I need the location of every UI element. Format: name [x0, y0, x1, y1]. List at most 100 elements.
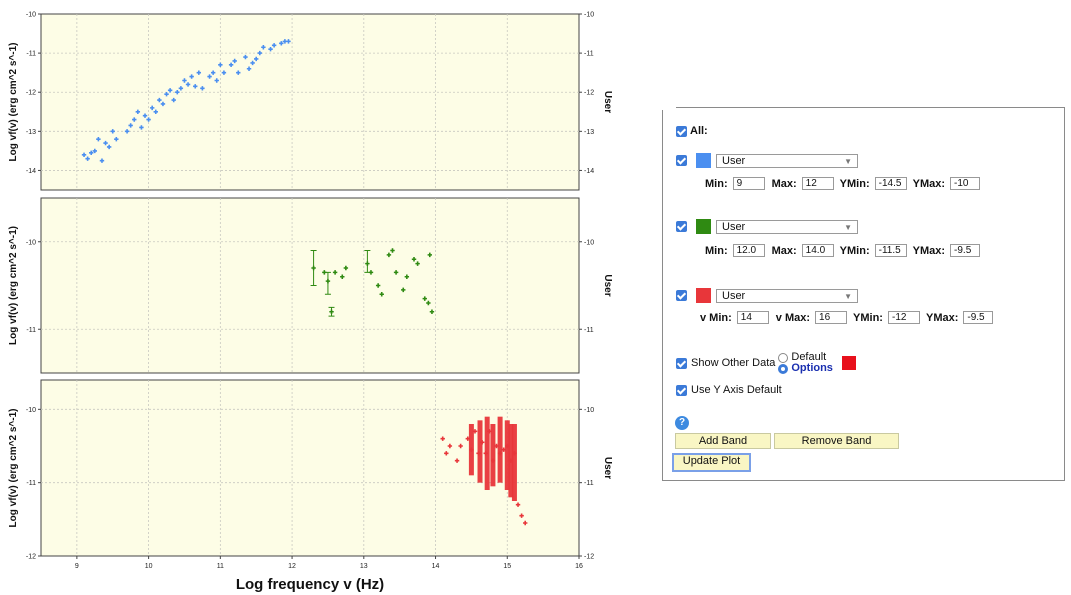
use-y-default-checkbox[interactable]	[676, 384, 687, 396]
x-tick-label: 10	[145, 563, 153, 570]
x-axis-label: Log frequency v (Hz)	[236, 576, 384, 593]
radio-options-label: Options	[791, 362, 833, 374]
right-axis-label: User	[602, 274, 613, 296]
add-band-button[interactable]: Add Band	[675, 433, 771, 449]
band-3-ymax-input[interactable]: -9.5	[963, 311, 994, 324]
data-point	[393, 270, 399, 275]
band-1-checkbox[interactable]	[676, 155, 687, 166]
band-2-max-input[interactable]: 14.0	[801, 244, 834, 257]
data-point	[426, 300, 431, 306]
data-point	[404, 274, 410, 279]
band-1-max-input[interactable]: 12	[801, 177, 834, 190]
band-2-max-label: Max:	[771, 244, 797, 257]
data-point	[501, 447, 506, 452]
data-point	[401, 287, 406, 293]
band-1-ymin-label: YMin:	[839, 177, 870, 190]
band-2-min-input[interactable]: 12.0	[732, 244, 765, 257]
data-point	[254, 56, 259, 62]
band-3-color-swatch[interactable]	[696, 288, 711, 303]
band-options-panel: All: User ▼ Min: 9 Max: 12 YMin: -14.5 Y…	[662, 107, 1065, 481]
y-tick-label-right: -11	[584, 480, 594, 487]
data-point	[157, 97, 162, 103]
data-point	[175, 90, 180, 95]
y-tick-label-right: -12	[584, 90, 594, 97]
band-1-source-select[interactable]: User ▼	[716, 153, 858, 168]
top-panel: -10 -10 -11 -11 -12 -12 -13 -13 -14 -14 Log vf(v) …	[8, 12, 613, 191]
band-2-ymin-label: YMin:	[839, 244, 870, 257]
band-2-row: User ▼	[676, 219, 858, 234]
band-1-ymin-input[interactable]: -14.5	[874, 177, 907, 190]
data-point	[246, 66, 252, 71]
data-point	[261, 45, 266, 50]
band-1-color-swatch[interactable]	[696, 153, 711, 168]
data-point	[479, 440, 485, 445]
data-point	[167, 88, 173, 93]
all-checkbox[interactable]	[676, 125, 687, 137]
x-tick-label: 12	[288, 563, 296, 570]
band-3-max-input[interactable]: 16	[815, 311, 848, 324]
data-point	[286, 39, 291, 44]
band-3-checkbox[interactable]	[676, 290, 687, 301]
band-3-row: User ▼	[676, 288, 858, 303]
data-point	[178, 86, 184, 91]
options-color-swatch[interactable]	[841, 356, 856, 370]
all-label: All:	[690, 125, 708, 137]
remove-band-button[interactable]: Remove Band	[774, 433, 899, 449]
data-point	[523, 520, 528, 526]
use-y-default-label: Use Y Axis Default	[691, 384, 782, 396]
band-1-min-input[interactable]: 9	[732, 177, 765, 190]
band-2-min-label: Min:	[705, 244, 728, 257]
show-other-data-checkbox[interactable]	[676, 357, 687, 369]
band-1-ymax-input[interactable]: -10	[950, 177, 981, 190]
data-point	[232, 58, 237, 64]
data-point	[124, 129, 130, 134]
band-2-color-swatch[interactable]	[696, 219, 711, 234]
data-point	[135, 109, 141, 114]
data-point	[427, 252, 432, 258]
data-point	[81, 152, 87, 157]
data-point	[458, 443, 463, 449]
radio-options[interactable]	[778, 363, 789, 374]
band-2-ymax-input[interactable]: -9.5	[950, 244, 981, 257]
band-3-min-input[interactable]: 14	[736, 311, 769, 324]
band-2-range-row: Min: 12.0 Max: 14.0 YMin: -11.5 YMax: -9…	[705, 244, 981, 257]
band-3-ymin-input[interactable]: -12	[887, 311, 920, 324]
band-2-ymax-label: YMax:	[912, 244, 946, 257]
radio-default[interactable]	[778, 352, 789, 363]
data-point	[210, 70, 216, 75]
band-2-ymin-input[interactable]: -11.5	[874, 244, 907, 257]
y-axis-label: Log vf(v) (erg cm^2 s^-1)	[8, 226, 19, 345]
band-3-source-select[interactable]: User ▼	[716, 288, 858, 303]
help-icon[interactable]: ?	[675, 416, 689, 430]
data-point	[196, 70, 202, 75]
plot-area	[40, 197, 580, 374]
data-point	[257, 50, 262, 56]
y-tick-label-right: -10	[584, 239, 594, 246]
x-tick-label: 15	[503, 563, 511, 570]
data-point	[340, 274, 345, 279]
data-point	[207, 74, 212, 79]
data-point	[146, 117, 151, 122]
y-tick-label-right: -10	[584, 407, 594, 414]
data-band	[497, 416, 503, 483]
data-point	[268, 47, 273, 52]
data-point	[149, 105, 155, 111]
data-point	[132, 117, 137, 122]
y-tick-label: -12	[26, 90, 36, 97]
data-point	[375, 283, 381, 288]
data-point	[476, 451, 481, 456]
data-point	[469, 447, 474, 452]
bottom-panel: -10 -10 -11 -11 -12 -12 Log vf(v) (erg cm^2 s^…	[8, 379, 613, 593]
y-tick-label-right: -10	[584, 12, 594, 19]
x-tick-label: 11	[217, 563, 224, 570]
data-point	[250, 60, 255, 66]
data-point	[505, 443, 510, 449]
data-point	[472, 429, 478, 434]
data-point	[160, 101, 166, 107]
band-2-checkbox[interactable]	[676, 221, 687, 232]
y-tick-label-right: -11	[584, 51, 594, 58]
band-1-ymax-label: YMax:	[912, 177, 946, 190]
update-plot-button[interactable]: Update Plot	[672, 453, 751, 472]
data-point	[497, 451, 503, 456]
band-2-source-select[interactable]: User ▼	[716, 219, 858, 234]
